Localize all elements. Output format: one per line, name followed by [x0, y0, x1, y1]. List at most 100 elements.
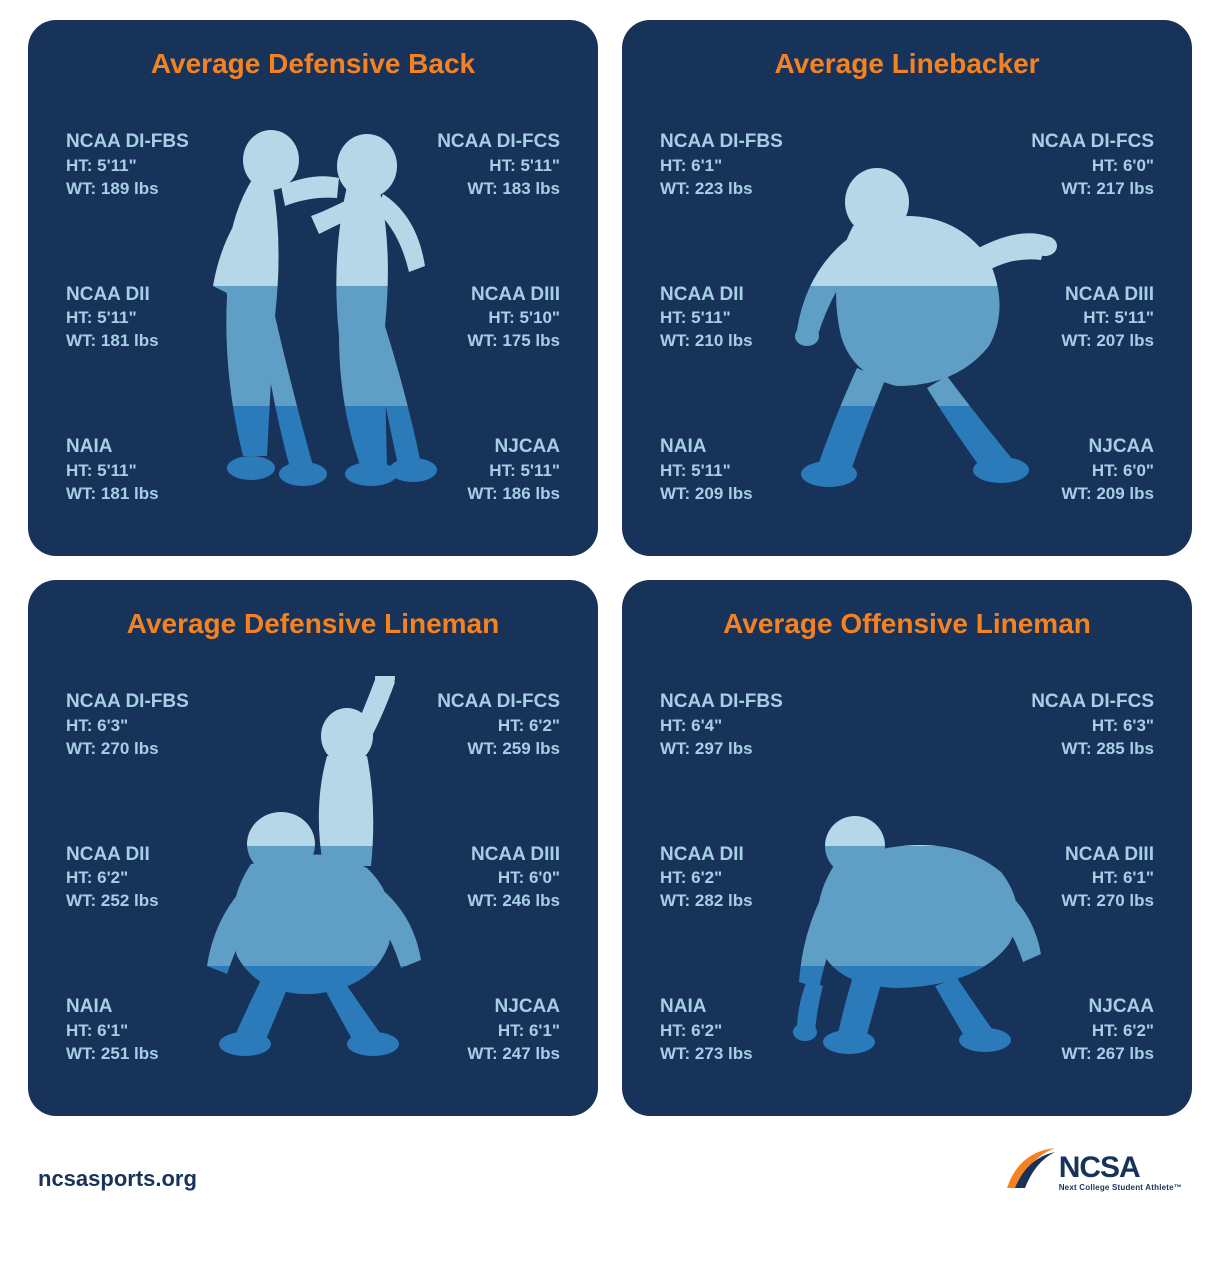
- height-value: HT: 6'3": [964, 715, 1154, 738]
- card-content: NCAA DI-FBSHT: 6'3"WT: 270 lbsNCAA DIIHT…: [28, 676, 598, 1076]
- weight-value: WT: 267 lbs: [964, 1043, 1154, 1066]
- stat-block: NJCAAHT: 6'0"WT: 209 lbs: [964, 435, 1154, 506]
- stat-block: NCAA DI-FCSHT: 6'0"WT: 217 lbs: [964, 130, 1154, 201]
- division-label: NCAA DII: [660, 843, 850, 868]
- division-label: NCAA DI-FCS: [370, 130, 560, 155]
- weight-value: WT: 297 lbs: [660, 738, 850, 761]
- height-value: HT: 5'11": [660, 460, 850, 483]
- division-label: NJCAA: [964, 435, 1154, 460]
- height-value: HT: 5'10": [370, 307, 560, 330]
- division-label: NCAA DI-FCS: [964, 690, 1154, 715]
- height-value: HT: 5'11": [964, 307, 1154, 330]
- stat-block: NJCAAHT: 6'1"WT: 247 lbs: [370, 995, 560, 1066]
- stats-column-left: NCAA DI-FBSHT: 6'3"WT: 270 lbsNCAA DIIHT…: [66, 690, 256, 1066]
- division-label: NCAA DIII: [964, 283, 1154, 308]
- weight-value: WT: 210 lbs: [660, 330, 850, 353]
- stat-block: NCAA DIIHT: 5'11"WT: 181 lbs: [66, 283, 256, 354]
- position-card: Average Defensive Back: [28, 20, 598, 556]
- stats-column-left: NCAA DI-FBSHT: 5'11"WT: 189 lbsNCAA DIIH…: [66, 130, 256, 506]
- division-label: NJCAA: [964, 995, 1154, 1020]
- weight-value: WT: 282 lbs: [660, 890, 850, 913]
- stats-column-right: NCAA DI-FCSHT: 6'3"WT: 285 lbsNCAA DIIIH…: [964, 690, 1154, 1066]
- height-value: HT: 6'0": [370, 867, 560, 890]
- division-label: NJCAA: [370, 435, 560, 460]
- weight-value: WT: 181 lbs: [66, 483, 256, 506]
- card-content: NCAA DI-FBSHT: 5'11"WT: 189 lbsNCAA DIIH…: [28, 116, 598, 516]
- height-value: HT: 6'3": [66, 715, 256, 738]
- stats-column-right: NCAA DI-FCSHT: 6'2"WT: 259 lbsNCAA DIIIH…: [370, 690, 560, 1066]
- weight-value: WT: 252 lbs: [66, 890, 256, 913]
- stat-block: NCAA DIIHT: 5'11"WT: 210 lbs: [660, 283, 850, 354]
- division-label: NAIA: [66, 435, 256, 460]
- card-title: Average Defensive Lineman: [28, 608, 598, 640]
- weight-value: WT: 175 lbs: [370, 330, 560, 353]
- logo-swoosh-icon: [1005, 1144, 1057, 1192]
- logo-main-text: NCSA: [1059, 1153, 1140, 1183]
- position-card: Average Linebacker: [622, 20, 1192, 556]
- stat-block: NAIAHT: 6'1"WT: 251 lbs: [66, 995, 256, 1066]
- division-label: NCAA DI-FBS: [660, 690, 850, 715]
- height-value: HT: 6'2": [660, 1020, 850, 1043]
- stat-block: NCAA DI-FCSHT: 6'3"WT: 285 lbs: [964, 690, 1154, 761]
- weight-value: WT: 270 lbs: [66, 738, 256, 761]
- division-label: NCAA DIII: [370, 843, 560, 868]
- weight-value: WT: 217 lbs: [964, 178, 1154, 201]
- footer: ncsasports.org NCSA Next College Student…: [28, 1144, 1192, 1192]
- division-label: NCAA DI-FCS: [370, 690, 560, 715]
- height-value: HT: 6'2": [370, 715, 560, 738]
- height-value: HT: 5'11": [66, 307, 256, 330]
- stat-block: NCAA DI-FBSHT: 6'1"WT: 223 lbs: [660, 130, 850, 201]
- stats-column-left: NCAA DI-FBSHT: 6'4"WT: 297 lbsNCAA DIIHT…: [660, 690, 850, 1066]
- card-content: NCAA DI-FBSHT: 6'1"WT: 223 lbs NCAA DIIHT…: [622, 116, 1192, 516]
- card-content: NCAA DI-FBSHT: 6'4"WT: 297 lbsNCAA DIIHT…: [622, 676, 1192, 1076]
- weight-value: WT: 273 lbs: [660, 1043, 850, 1066]
- stats-column-left: NCAA DI-FBSHT: 6'1"WT: 223 lbs NCAA DIIHT…: [660, 130, 850, 506]
- weight-value: WT: 251 lbs: [66, 1043, 256, 1066]
- logo-sub-text: Next College Student Athlete™: [1059, 1183, 1182, 1192]
- division-label: NCAA DI-FBS: [66, 690, 256, 715]
- stat-block: NCAA DI-FBSHT: 6'4"WT: 297 lbs: [660, 690, 850, 761]
- weight-value: WT: 207 lbs: [964, 330, 1154, 353]
- stat-block: NAIAHT: 5'11"WT: 181 lbs: [66, 435, 256, 506]
- division-label: NJCAA: [370, 995, 560, 1020]
- weight-value: WT: 183 lbs: [370, 178, 560, 201]
- card-title: Average Linebacker: [622, 48, 1192, 80]
- stat-block: NCAA DI-FCSHT: 5'11"WT: 183 lbs: [370, 130, 560, 201]
- card-title: Average Offensive Lineman: [622, 608, 1192, 640]
- division-label: NCAA DI-FBS: [66, 130, 256, 155]
- stat-block: NCAA DIIIHT: 5'10"WT: 175 lbs: [370, 283, 560, 354]
- height-value: HT: 6'1": [660, 155, 850, 178]
- weight-value: WT: 209 lbs: [660, 483, 850, 506]
- height-value: HT: 6'2": [660, 867, 850, 890]
- division-label: NAIA: [660, 435, 850, 460]
- stat-block: NCAA DI-FBSHT: 6'3"WT: 270 lbs: [66, 690, 256, 761]
- division-label: NAIA: [660, 995, 850, 1020]
- stat-block: NCAA DIIHT: 6'2"WT: 282 lbs: [660, 843, 850, 914]
- weight-value: WT: 270 lbs: [964, 890, 1154, 913]
- stat-block: NAIAHT: 5'11"WT: 209 lbs: [660, 435, 850, 506]
- stat-block: NCAA DI-FCSHT: 6'2"WT: 259 lbs: [370, 690, 560, 761]
- position-card: Average Defensive Lineman: [28, 580, 598, 1116]
- cards-grid: Average Defensive Back: [28, 20, 1192, 1116]
- height-value: HT: 6'4": [660, 715, 850, 738]
- height-value: HT: 5'11": [66, 155, 256, 178]
- division-label: NCAA DIII: [370, 283, 560, 308]
- weight-value: WT: 247 lbs: [370, 1043, 560, 1066]
- division-label: NCAA DII: [66, 843, 256, 868]
- weight-value: WT: 259 lbs: [370, 738, 560, 761]
- height-value: HT: 6'1": [66, 1020, 256, 1043]
- division-label: NAIA: [66, 995, 256, 1020]
- weight-value: WT: 285 lbs: [964, 738, 1154, 761]
- stats-column-right: NCAA DI-FCSHT: 6'0"WT: 217 lbs NCAA DIIIH…: [964, 130, 1154, 506]
- height-value: HT: 5'11": [370, 460, 560, 483]
- stats-column-right: NCAA DI-FCSHT: 5'11"WT: 183 lbsNCAA DIII…: [370, 130, 560, 506]
- weight-value: WT: 246 lbs: [370, 890, 560, 913]
- height-value: HT: 6'1": [370, 1020, 560, 1043]
- height-value: HT: 5'11": [370, 155, 560, 178]
- stat-block: NCAA DIIHT: 6'2"WT: 252 lbs: [66, 843, 256, 914]
- division-label: NCAA DI-FBS: [660, 130, 850, 155]
- weight-value: WT: 209 lbs: [964, 483, 1154, 506]
- stat-block: NCAA DIIIHT: 6'0"WT: 246 lbs: [370, 843, 560, 914]
- height-value: HT: 6'2": [66, 867, 256, 890]
- weight-value: WT: 186 lbs: [370, 483, 560, 506]
